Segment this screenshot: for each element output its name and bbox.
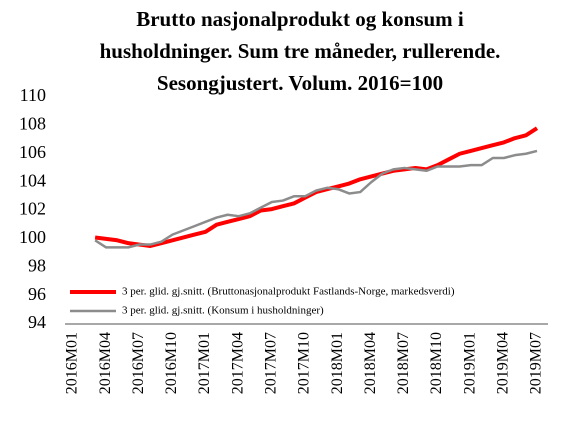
series-line: [94, 126, 539, 248]
chart-title: Sesongjustert. Volum. 2016=100: [157, 71, 443, 95]
x-tick-label: 2016M04: [97, 332, 114, 394]
y-tick-label: 98: [28, 255, 46, 275]
x-tick-label: 2017M07: [263, 332, 280, 394]
x-tick-label: 2016M10: [163, 332, 180, 394]
y-tick-label: 94: [28, 312, 46, 332]
y-tick-label: 106: [19, 142, 46, 162]
y-tick-label: 104: [19, 170, 46, 190]
x-tick-label: 2018M04: [362, 332, 379, 394]
legend-label: 3 per. glid. gj.snitt. (Konsum i hushold…: [122, 305, 324, 317]
x-tick-label: 2018M10: [428, 332, 445, 394]
x-tick-label: 2019M01: [461, 332, 478, 394]
chart-title: Brutto nasjonalprodukt og konsum i: [136, 7, 464, 31]
y-tick-label: 110: [20, 85, 46, 105]
x-tick-label: 2019M07: [528, 332, 545, 394]
y-tick-label: 108: [19, 114, 46, 134]
legend-label: 3 per. glid. gj.snitt. (Bruttonasjonalpr…: [122, 286, 455, 298]
x-tick-label: 2017M01: [196, 332, 213, 394]
x-tick-label: 2018M01: [329, 332, 346, 394]
x-tick-label: 2019M04: [495, 332, 512, 394]
x-tick-label: 2017M10: [296, 332, 313, 394]
y-tick-label: 100: [19, 227, 46, 247]
chart-title: husholdninger. Sum tre måneder, rulleren…: [100, 39, 501, 63]
y-tick-label: 96: [28, 284, 46, 304]
x-tick-label: 2016M01: [64, 332, 81, 394]
x-tick-label: 2016M07: [130, 332, 147, 394]
y-tick-label: 102: [19, 199, 46, 219]
legend-box: [66, 283, 534, 321]
series-line: [94, 149, 538, 249]
x-tick-label: 2017M04: [229, 332, 246, 394]
x-tick-label: 2018M07: [395, 332, 412, 394]
